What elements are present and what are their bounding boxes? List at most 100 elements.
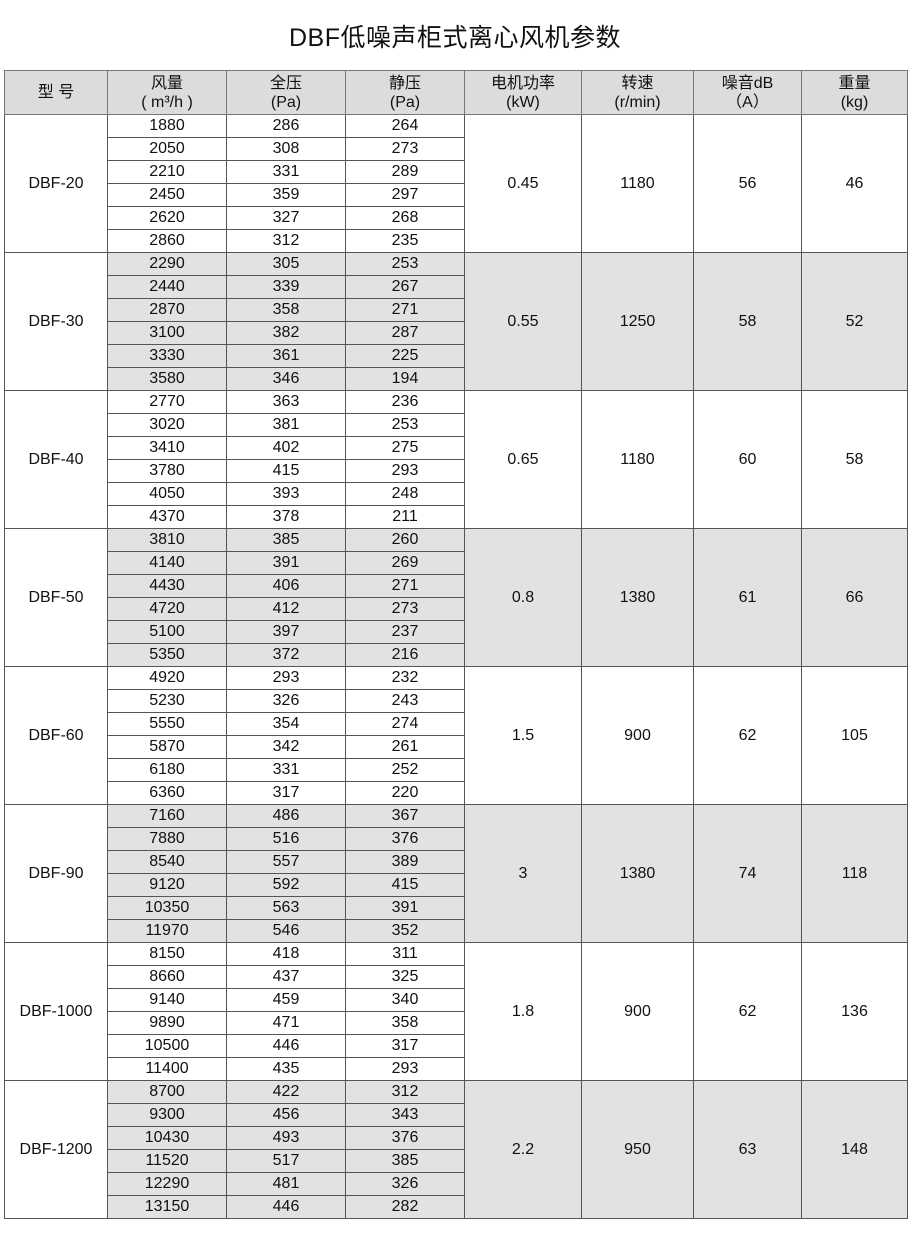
header-label: 型 号 [37, 84, 75, 101]
static-pressure-cell: 389 [345, 850, 465, 874]
model-cell: DBF-1200 [4, 1080, 108, 1219]
airflow-cell: 2770 [107, 390, 227, 414]
header-unit: （A） [726, 93, 769, 111]
header-unit: (Pa) [270, 93, 302, 111]
airflow-cell: 8150 [107, 942, 227, 966]
static-pressure-cell: 273 [345, 137, 465, 161]
static-pressure-cell: 248 [345, 482, 465, 506]
header-unit: (Pa) [389, 93, 421, 111]
airflow-cell: 5350 [107, 643, 227, 667]
airflow-cell: 3580 [107, 367, 227, 391]
static-pressure-cell: 252 [345, 758, 465, 782]
airflow-cell: 9120 [107, 873, 227, 897]
speed-cell: 1380 [581, 528, 694, 667]
model-cell: DBF-1000 [4, 942, 108, 1081]
column-header-total-pressure: 全压 (Pa) [226, 70, 346, 115]
static-pressure-cell: 282 [345, 1195, 465, 1219]
weight-cell: 52 [801, 252, 908, 391]
static-pressure-cell: 385 [345, 1149, 465, 1173]
table-row: DBF-1200 8700 422 312 2.2 950 63 148 [4, 1080, 908, 1219]
table-row: 11520 517 385 [5, 1149, 908, 1173]
airflow-cell: 2440 [107, 275, 227, 299]
weight-cell: 148 [801, 1080, 908, 1219]
static-pressure-cell: 225 [345, 344, 465, 368]
total-pressure-cell: 342 [226, 735, 346, 759]
total-pressure-cell: 435 [226, 1057, 346, 1081]
static-pressure-cell: 343 [345, 1103, 465, 1127]
table-row: DBF-60 4920 293 232 1.5 900 62 105 [4, 666, 908, 805]
static-pressure-cell: 376 [345, 827, 465, 851]
static-pressure-cell: 311 [345, 942, 465, 966]
total-pressure-cell: 363 [226, 390, 346, 414]
table-row: 9140 459 340 [5, 988, 908, 1012]
header-label: 转速 [621, 74, 654, 92]
airflow-cell: 11970 [107, 919, 227, 943]
table-row: 9890 471 358 [5, 1011, 908, 1035]
airflow-cell: 4050 [107, 482, 227, 506]
table-body: DBF-20 1880 286 264 0.45 1180 56 46 2050 308 273 22… [4, 114, 908, 1219]
total-pressure-cell: 358 [226, 298, 346, 322]
static-pressure-cell: 326 [345, 1172, 465, 1196]
total-pressure-cell: 446 [226, 1195, 346, 1219]
table-row: 10350 563 391 [5, 896, 908, 920]
model-cell: DBF-40 [4, 390, 108, 529]
total-pressure-cell: 378 [226, 505, 346, 529]
header-label: 全压 [269, 74, 302, 92]
total-pressure-cell: 592 [226, 873, 346, 897]
total-pressure-cell: 437 [226, 965, 346, 989]
airflow-cell: 5870 [107, 735, 227, 759]
total-pressure-cell: 481 [226, 1172, 346, 1196]
total-pressure-cell: 381 [226, 413, 346, 437]
total-pressure-cell: 456 [226, 1103, 346, 1127]
static-pressure-cell: 235 [345, 229, 465, 253]
airflow-cell: 7880 [107, 827, 227, 851]
total-pressure-cell: 546 [226, 919, 346, 943]
airflow-cell: 1880 [107, 114, 227, 138]
total-pressure-cell: 393 [226, 482, 346, 506]
total-pressure-cell: 563 [226, 896, 346, 920]
static-pressure-cell: 317 [345, 1034, 465, 1058]
table-row: 2620 327 268 [5, 206, 908, 230]
airflow-cell: 3100 [107, 321, 227, 345]
static-pressure-cell: 289 [345, 160, 465, 184]
column-header-airflow: 风量( m³/h ) [107, 70, 227, 115]
airflow-cell: 9140 [107, 988, 227, 1012]
total-pressure-cell: 331 [226, 160, 346, 184]
table-row: 10500 446 317 [5, 1034, 908, 1058]
table-row: 5870 342 261 [5, 735, 908, 759]
speed-cell: 1380 [581, 804, 694, 943]
total-pressure-cell: 517 [226, 1149, 346, 1173]
airflow-cell: 6180 [107, 758, 227, 782]
motor-power-cell: 2.2 [464, 1080, 582, 1219]
airflow-cell: 11400 [107, 1057, 227, 1081]
model-cell: DBF-60 [4, 666, 108, 805]
static-pressure-cell: 415 [345, 873, 465, 897]
airflow-cell: 4370 [107, 505, 227, 529]
table-row: 2860 312 235 [5, 229, 908, 253]
airflow-cell: 8540 [107, 850, 227, 874]
airflow-cell: 2620 [107, 206, 227, 230]
model-cell: DBF-30 [4, 252, 108, 391]
table-row: 9300 456 343 [5, 1103, 908, 1127]
motor-power-cell: 0.55 [464, 252, 582, 391]
total-pressure-cell: 305 [226, 252, 346, 276]
airflow-cell: 4920 [107, 666, 227, 690]
table-row: 8660 437 325 [5, 965, 908, 989]
static-pressure-cell: 358 [345, 1011, 465, 1035]
static-pressure-cell: 220 [345, 781, 465, 805]
speed-cell: 900 [581, 942, 694, 1081]
motor-power-cell: 3 [464, 804, 582, 943]
noise-cell: 74 [693, 804, 802, 943]
airflow-cell: 9890 [107, 1011, 227, 1035]
table-row: 2450 359 297 [5, 183, 908, 207]
table-row: 3580 346 194 [5, 367, 908, 391]
airflow-cell: 2450 [107, 183, 227, 207]
table-row: 10430 493 376 [5, 1126, 908, 1150]
static-pressure-cell: 293 [345, 1057, 465, 1081]
static-pressure-cell: 268 [345, 206, 465, 230]
total-pressure-cell: 312 [226, 229, 346, 253]
motor-power-cell: 0.65 [464, 390, 582, 529]
static-pressure-cell: 312 [345, 1080, 465, 1104]
airflow-cell: 9300 [107, 1103, 227, 1127]
total-pressure-cell: 308 [226, 137, 346, 161]
